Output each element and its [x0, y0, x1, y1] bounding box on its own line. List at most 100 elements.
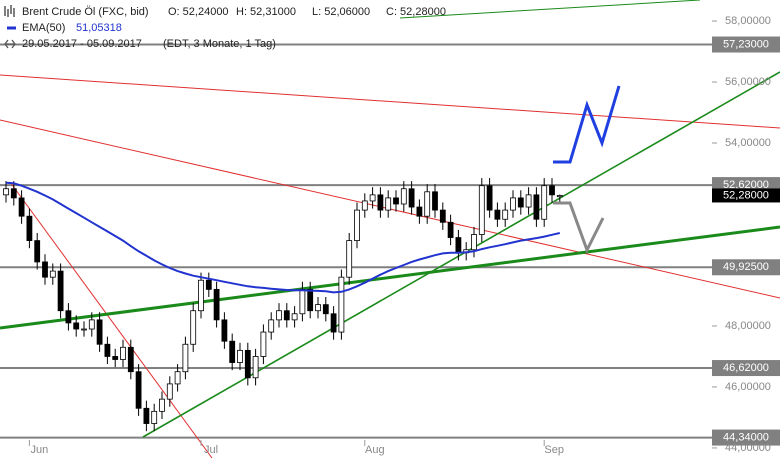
candle-body — [49, 270, 56, 278]
level-label: 49,92500 — [723, 261, 769, 273]
candle-body — [213, 288, 220, 321]
candle-body — [143, 407, 150, 424]
header: Brent Crude Öl (FXC, bid) O: 52,24000 H:… — [4, 5, 446, 50]
candle-body — [400, 188, 407, 205]
ema — [5, 181, 561, 294]
candle-body — [494, 209, 501, 220]
level-label: 44,34000 — [723, 431, 769, 443]
candle-body — [517, 197, 524, 208]
candle-body — [260, 331, 267, 357]
high-text: H: 52,31000 — [236, 6, 296, 18]
y-tick-label: 44,00000 — [725, 442, 771, 454]
candles — [3, 178, 563, 432]
candle-body — [159, 398, 165, 412]
candle-body — [221, 319, 228, 342]
last-price-box — [712, 188, 780, 203]
candle-body — [377, 194, 384, 211]
candle-body — [315, 304, 321, 312]
candle-body — [322, 304, 329, 315]
candle-body — [330, 313, 337, 333]
candle-body — [65, 310, 72, 324]
candle-body — [338, 276, 345, 333]
green-trend-line — [399, 0, 701, 19]
y-axis: 44,00000 46,00000 48,00000 54,00000 56,00000… — [712, 15, 780, 454]
candle-body — [408, 188, 415, 208]
candle-body — [237, 349, 243, 363]
close-text: C: 52,28000 — [386, 6, 446, 18]
candle-body — [361, 200, 368, 211]
level-label-box — [712, 36, 780, 53]
candle-body — [510, 197, 516, 211]
y-tick-label: 56,00000 — [725, 76, 771, 88]
candle-body — [307, 288, 314, 312]
y-tick-label: 58,00000 — [725, 15, 771, 27]
x-axis: Jun Jul Aug Sep — [28, 440, 564, 456]
candle-body — [276, 310, 282, 321]
green-trend-line — [0, 225, 780, 330]
chart-title: Brent Crude Öl (FXC, bid) — [22, 6, 149, 18]
level-label-box — [712, 360, 780, 377]
candle-body — [252, 356, 259, 379]
candle-body — [198, 279, 204, 312]
candle-body — [57, 270, 64, 312]
candle-body — [166, 383, 173, 400]
open-text: O: 52,24000 — [168, 6, 229, 18]
candle-body — [268, 319, 275, 333]
candle-body — [346, 240, 353, 278]
candle-body — [244, 349, 251, 379]
candle-body — [299, 288, 306, 315]
range-icon — [4, 39, 16, 49]
candle-body — [81, 328, 87, 331]
candle-body — [104, 343, 111, 357]
candle-body — [291, 313, 298, 321]
candle-body — [26, 215, 33, 241]
y-tick-label: 46,00000 — [725, 381, 771, 393]
candle-body — [478, 185, 485, 235]
candle-body — [416, 206, 423, 217]
low-text: L: 52,06000 — [312, 6, 370, 18]
candle-body — [549, 185, 555, 196]
last-price-label: 52,28000 — [723, 189, 769, 201]
y-tick-label: 54,00000 — [725, 137, 771, 149]
date-range: 29.05.2017 - 05.09.2017 — [22, 38, 142, 50]
x-tick-label: Sep — [544, 444, 564, 456]
candle-body — [471, 234, 477, 251]
candle-body — [34, 240, 41, 263]
candle-body — [556, 195, 563, 198]
candle-body — [96, 319, 103, 345]
x-tick-label: Aug — [365, 444, 385, 456]
candle-body — [486, 185, 493, 211]
candle-body — [502, 209, 509, 220]
legend-label: EMA(50) — [22, 22, 65, 34]
candle-body — [127, 346, 134, 373]
candle-body — [3, 188, 9, 196]
candle-body — [354, 209, 360, 241]
level-label: 57,23000 — [723, 38, 769, 50]
candle-body — [135, 371, 142, 409]
bearish-arrow — [553, 201, 605, 254]
level-label: 52,62000 — [723, 179, 769, 191]
red-trend-line — [0, 74, 780, 129]
candle-body — [541, 185, 548, 220]
level-label-box — [712, 429, 780, 446]
x-tick-label: Jun — [31, 444, 49, 456]
candle-body — [533, 194, 540, 220]
candle-body — [525, 194, 532, 208]
scenario-arrows — [553, 85, 621, 254]
legend-value: 51,05318 — [76, 22, 122, 34]
candle-body — [424, 191, 431, 217]
candle-body — [229, 340, 236, 363]
candle-body — [447, 221, 454, 238]
candle-body — [393, 197, 399, 205]
candle-body — [151, 410, 158, 424]
candle-body — [73, 322, 80, 330]
candle-body — [182, 343, 189, 373]
level-label-box — [712, 259, 780, 276]
candle-body — [369, 194, 376, 202]
candle-body — [174, 371, 181, 385]
candle-body — [190, 310, 197, 345]
red-trend-line — [9, 181, 213, 458]
candle-body — [455, 237, 462, 254]
